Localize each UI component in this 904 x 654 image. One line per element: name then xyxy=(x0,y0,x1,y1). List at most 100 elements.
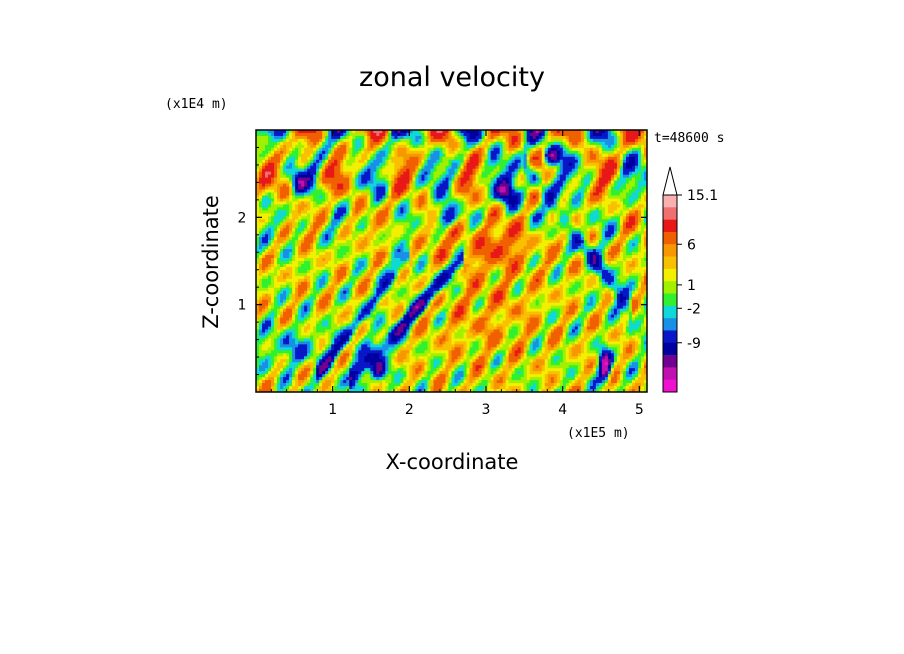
field-cell xyxy=(622,171,627,176)
field-cell xyxy=(523,147,528,152)
field-cell xyxy=(562,165,567,170)
field-cell xyxy=(643,213,647,217)
field-cell xyxy=(580,180,585,184)
field-cell xyxy=(490,150,495,155)
field-cell xyxy=(535,198,540,202)
field-cell xyxy=(517,240,522,244)
field-cell xyxy=(277,135,281,140)
field-cell xyxy=(523,171,528,176)
field-cell xyxy=(421,171,425,176)
field-cell xyxy=(487,189,491,193)
field-cell xyxy=(436,213,440,217)
field-cell xyxy=(394,216,398,220)
field-cell xyxy=(406,144,410,149)
field-cell xyxy=(454,165,458,170)
field-cell xyxy=(610,198,615,202)
field-cell xyxy=(268,144,272,149)
field-cell xyxy=(256,159,260,164)
field-cell xyxy=(517,144,522,149)
field-cell xyxy=(463,210,467,214)
field-cell xyxy=(532,198,537,202)
field-cell xyxy=(634,222,639,226)
field-cell xyxy=(526,171,531,176)
field-cell xyxy=(322,159,326,164)
field-cell xyxy=(436,132,440,137)
field-cell xyxy=(331,171,335,176)
field-cell xyxy=(514,153,519,158)
field-cell xyxy=(499,207,504,211)
field-cell xyxy=(496,130,501,134)
field-cell xyxy=(523,138,528,143)
field-cell xyxy=(478,231,482,235)
field-cell xyxy=(499,180,504,184)
field-cell xyxy=(367,150,371,155)
field-cell xyxy=(586,132,591,137)
field-cell xyxy=(520,198,525,202)
field-cell xyxy=(439,234,443,238)
field-cell xyxy=(478,141,482,146)
field-cell xyxy=(457,231,461,235)
field-cell xyxy=(325,225,329,229)
field-cell xyxy=(409,153,413,158)
field-cell xyxy=(319,168,323,173)
field-cell xyxy=(361,234,365,238)
field-cell xyxy=(541,240,546,244)
field-cell xyxy=(469,138,473,143)
field-cell xyxy=(349,159,353,164)
field-cell xyxy=(445,180,449,184)
field-cell xyxy=(502,198,507,202)
field-cell xyxy=(514,144,519,149)
field-cell xyxy=(262,243,266,247)
field-cell xyxy=(439,162,443,167)
field-cell xyxy=(292,189,296,193)
field-cell xyxy=(574,168,579,173)
field-cell xyxy=(547,144,552,149)
field-cell xyxy=(637,144,642,149)
field-cell xyxy=(274,222,278,226)
field-cell xyxy=(274,201,278,205)
field-cell xyxy=(619,222,624,226)
field-cell xyxy=(406,195,410,199)
field-cell xyxy=(481,150,485,155)
field-cell xyxy=(496,186,501,190)
field-cell xyxy=(544,192,549,196)
field-cell xyxy=(631,189,636,193)
field-cell xyxy=(493,147,498,152)
field-cell xyxy=(388,174,392,179)
field-cell xyxy=(349,183,353,187)
field-cell xyxy=(496,237,501,241)
field-cell xyxy=(439,171,443,176)
field-cell xyxy=(574,216,579,220)
field-cell xyxy=(391,156,395,161)
field-cell xyxy=(529,177,534,182)
field-cell xyxy=(634,156,639,161)
field-cell xyxy=(316,138,320,143)
field-cell xyxy=(610,168,615,173)
field-cell xyxy=(526,174,531,179)
field-cell xyxy=(307,168,311,173)
field-cell xyxy=(583,234,588,238)
field-cell xyxy=(421,162,425,167)
field-cell xyxy=(391,132,395,137)
field-cell xyxy=(307,174,311,179)
field-cell xyxy=(589,183,594,187)
field-cell xyxy=(547,159,552,164)
field-cell xyxy=(568,237,573,241)
field-cell xyxy=(625,192,630,196)
field-cell xyxy=(277,216,281,220)
field-cell xyxy=(436,147,440,152)
field-cell xyxy=(274,234,278,238)
field-cell xyxy=(370,156,374,161)
field-cell xyxy=(298,186,302,190)
field-cell xyxy=(334,141,338,146)
field-cell xyxy=(553,192,558,196)
field-cell xyxy=(433,156,437,161)
field-cell xyxy=(265,165,269,170)
field-cell xyxy=(397,130,401,134)
field-cell xyxy=(505,225,510,229)
field-cell xyxy=(589,150,594,155)
field-cell xyxy=(295,135,299,140)
field-cell xyxy=(433,141,437,146)
field-cell xyxy=(271,162,275,167)
field-cell xyxy=(409,219,413,223)
